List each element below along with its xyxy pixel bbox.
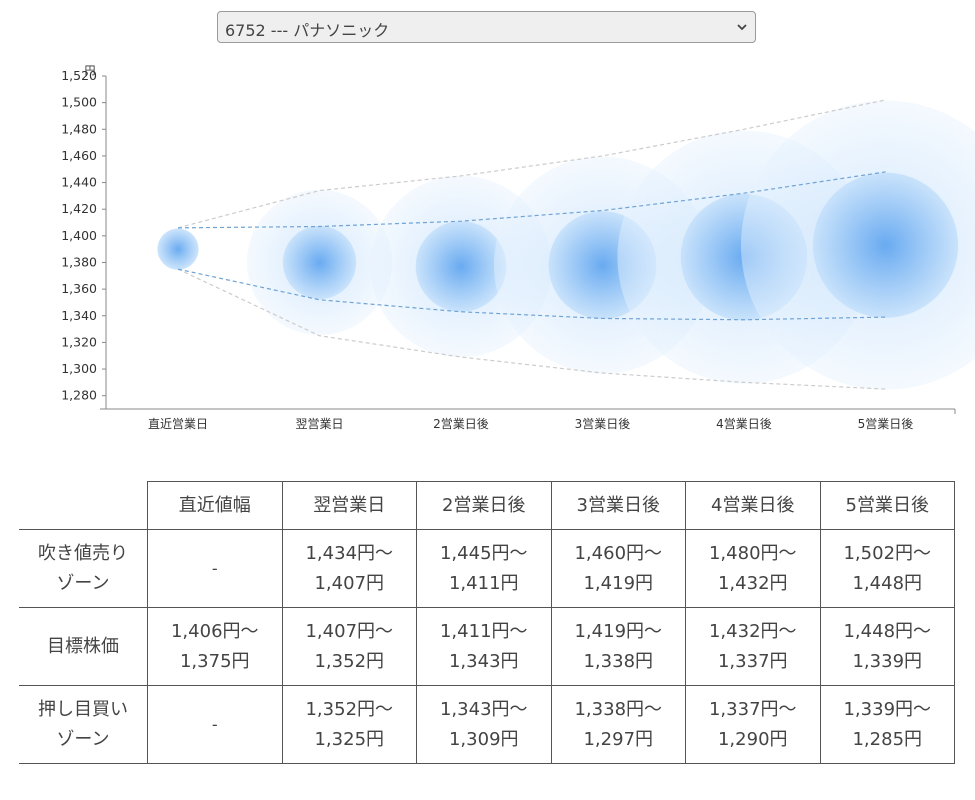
table-cell: 1,352円～ 1,325円	[281, 685, 417, 764]
x-category-label: 5営業日後	[858, 417, 914, 431]
table-cell: 1,419円～ 1,338円	[550, 607, 686, 686]
y-tick-label: 1,320	[61, 334, 97, 349]
upper-outer-line	[177, 99, 886, 229]
column-header: 直近値幅	[147, 481, 283, 530]
table-corner-cell	[19, 481, 148, 530]
table-cell: 1,448円～ 1,339円	[819, 607, 955, 686]
table-cell: 1,480円～ 1,432円	[685, 529, 821, 608]
chevron-down-icon	[737, 24, 747, 31]
table-header-row: 直近値幅 翌営業日 2営業日後 3営業日後 4営業日後 5営業日後	[19, 481, 955, 530]
lower-inner-line	[177, 268, 886, 321]
y-axis-unit: 円	[85, 64, 96, 77]
stock-selector[interactable]: 6752 --- パナソニック	[217, 11, 756, 43]
row-label: 押し目買い ゾーン	[19, 685, 148, 764]
inner-bubble	[415, 221, 507, 312]
table-cell: 1,343円～ 1,309円	[416, 685, 552, 764]
x-category-label: 3営業日後	[575, 417, 631, 431]
row-label: 目標株価	[19, 607, 148, 686]
table-cell: 1,339円～ 1,285円	[819, 685, 955, 764]
y-tick-label: 1,520	[61, 68, 97, 83]
y-tick-label: 1,340	[61, 308, 97, 323]
y-tick-label: 1,280	[61, 388, 97, 403]
y-tick-label: 1,400	[61, 228, 97, 243]
y-tick-label: 1,460	[61, 148, 97, 163]
y-tick-label: 1,360	[61, 281, 97, 296]
column-header: 5営業日後	[819, 481, 955, 530]
y-tick-label: 1,480	[61, 121, 97, 136]
row-selling-zone: 吹き値売り ゾーン -1,434円～ 1,407円 1,445円～ 1,411円 1,460…	[19, 529, 955, 608]
column-header: 3営業日後	[550, 481, 686, 530]
column-header: 4営業日後	[685, 481, 821, 530]
y-tick-label: 1,380	[61, 254, 97, 269]
x-category-label: 直近営業日	[148, 417, 208, 431]
y-tick-label: 1,440	[61, 175, 97, 190]
price-zone-table: 直近値幅 翌営業日 2営業日後 3営業日後 4営業日後 5営業日後 吹き値売り ゾーン -1,…	[19, 481, 955, 764]
table-cell: 1,502円～ 1,448円	[819, 529, 955, 608]
table-cell: 1,407円～ 1,352円	[281, 607, 417, 686]
y-tick-label: 1,500	[61, 95, 97, 110]
table-cell: 1,460円～ 1,419円	[550, 529, 686, 608]
table-cell: -	[147, 529, 283, 608]
inner-bubble	[282, 225, 357, 300]
row-buying-zone: 押し目買い ゾーン -1,352円～ 1,325円 1,343円～ 1,309円 1,338…	[19, 685, 955, 764]
column-header: 翌営業日	[281, 481, 417, 530]
forecast-bubble-chart: 円 1,280 1,300 1,320 1,340 1,360 1,380 1,400 1,42…	[61, 64, 975, 431]
upper-inner-line	[177, 171, 886, 229]
stock-selector-value: 6752 --- パナソニック	[225, 21, 390, 40]
row-label: 吹き値売り ゾーン	[19, 529, 148, 608]
inner-bubble	[157, 228, 199, 270]
x-category-label: 4営業日後	[716, 417, 772, 431]
table-cell: 1,406円～ 1,375円	[147, 607, 283, 686]
table-cell: 1,445円～ 1,411円	[416, 529, 552, 608]
x-category-label: 翌営業日	[295, 417, 343, 431]
table-cell: 1,411円～ 1,343円	[416, 607, 552, 686]
y-tick-label: 1,420	[61, 201, 97, 216]
table-cell: 1,338円～ 1,297円	[550, 685, 686, 764]
table-cell: 1,434円～ 1,407円	[281, 529, 417, 608]
row-target-price: 目標株価 1,406円～ 1,375円 1,407円～ 1,352円 1,411円～ 1,3…	[19, 607, 955, 686]
x-category-label: 2営業日後	[433, 417, 489, 431]
table-cell: 1,432円～ 1,337円	[685, 607, 821, 686]
inner-bubble	[812, 172, 959, 318]
y-tick-label: 1,300	[61, 361, 97, 376]
bubbles	[157, 100, 975, 390]
table-cell: -	[147, 685, 283, 764]
column-header: 2営業日後	[416, 481, 552, 530]
table-cell: 1,337円～ 1,290円	[685, 685, 821, 764]
